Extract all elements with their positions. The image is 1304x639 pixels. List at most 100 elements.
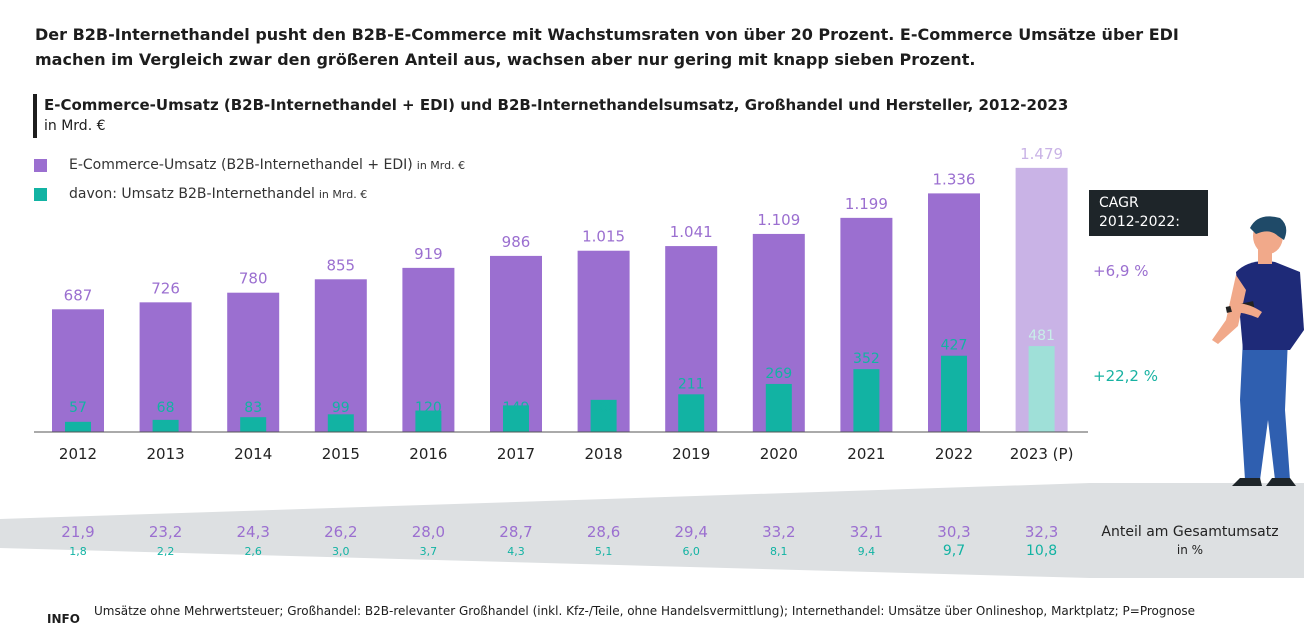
- legend-label-ecommerce: E-Commerce-Umsatz (B2B-Internethandel + …: [69, 157, 413, 173]
- person-shoe-right: [1266, 478, 1296, 486]
- person-shirt: [1236, 261, 1304, 350]
- bar-internet: [327, 414, 354, 432]
- bar-internet: [152, 419, 179, 432]
- x-tick-label: 2014: [234, 445, 272, 463]
- info-tag: INFO: [47, 612, 80, 626]
- label-ecommerce: 1.041: [670, 223, 713, 241]
- share-ecommerce: 21,9: [61, 523, 94, 541]
- label-ecommerce: 1.109: [757, 211, 800, 229]
- share-ecommerce: 33,2: [762, 523, 795, 541]
- share-band: [0, 483, 1304, 578]
- x-tick-label: 2013: [147, 445, 185, 463]
- share-label: Anteil am Gesamtumsatz: [1101, 524, 1279, 540]
- share-ecommerce: 23,2: [149, 523, 182, 541]
- share-ecommerce: 32,1: [850, 523, 883, 541]
- legend-unit-internet: in Mrd. €: [318, 187, 368, 201]
- bar-ecommerce: [490, 255, 542, 432]
- headline: Der B2B-Internethandel pusht den B2B-E-C…: [35, 25, 1179, 69]
- label-internet: 149: [503, 400, 530, 416]
- bar-internet: [240, 417, 267, 432]
- cagr-ecommerce: +6,9 %: [1093, 262, 1149, 280]
- bar-internet: [65, 421, 91, 432]
- title-accent-bar: [33, 94, 37, 138]
- label-internet: 99: [332, 400, 350, 416]
- bar-ecommerce: [314, 279, 367, 432]
- label-ecommerce: 1.015: [582, 228, 625, 246]
- share-ecommerce: 28,6: [587, 523, 620, 541]
- person-legs: [1240, 338, 1290, 480]
- label-ecommerce: 726: [151, 279, 180, 297]
- legend-unit-ecommerce: in Mrd. €: [416, 158, 466, 172]
- x-tick-label: 2016: [409, 445, 447, 463]
- cagr-internet: +22,2 %: [1093, 367, 1158, 385]
- bar-internet: [590, 399, 617, 432]
- x-tick-label: 2021: [847, 445, 885, 463]
- chart-subtitle: in Mrd. €: [44, 118, 106, 134]
- label-internet: 427: [941, 338, 968, 354]
- info-text: Umsätze ohne Mehrwertsteuer; Großhandel:…: [94, 604, 1196, 618]
- share-ecommerce: 32,3: [1025, 523, 1058, 541]
- share-unit: in %: [1176, 543, 1204, 557]
- share-ecommerce: 26,2: [324, 523, 357, 541]
- cagr-box: CAGR 2012-2022:: [1089, 190, 1208, 236]
- bar-internet: [415, 410, 442, 432]
- legend-swatch-ecommerce: [34, 158, 47, 172]
- person-illustration: [1212, 216, 1304, 486]
- label-internet: 83: [244, 400, 262, 416]
- x-tick-label: 2018: [585, 445, 623, 463]
- share-internet: 6,0: [682, 545, 700, 558]
- share-internet: 2,6: [244, 545, 262, 558]
- legend-item-internet: davon: Umsatz B2B-Internethandel in Mrd.…: [34, 186, 367, 202]
- x-tick-label: 2022: [935, 445, 973, 463]
- label-ecommerce: 1.336: [933, 170, 976, 188]
- x-tick-label: 2023 (P): [1010, 445, 1074, 463]
- label-internet: 180: [590, 400, 617, 416]
- label-internet: 269: [765, 366, 792, 382]
- label-internet: 120: [415, 400, 442, 416]
- share-internet: 3,7: [420, 545, 438, 558]
- share-ecommerce: 28,0: [412, 523, 445, 541]
- label-internet: 352: [853, 351, 880, 367]
- share-internet: 9,4: [858, 545, 876, 558]
- label-internet: 68: [157, 400, 175, 416]
- bar-internet: [1028, 346, 1055, 432]
- person-hand: [1230, 303, 1262, 318]
- label-ecommerce: 986: [502, 233, 531, 251]
- legend-item-ecommerce: E-Commerce-Umsatz (B2B-Internethandel + …: [34, 157, 465, 173]
- share-internet: 5,1: [595, 545, 613, 558]
- label-ecommerce: 687: [64, 286, 93, 304]
- x-tick-label: 2015: [322, 445, 360, 463]
- bar-internet: [678, 394, 705, 432]
- share-ecommerce: 24,3: [236, 523, 269, 541]
- share-internet: 4,3: [507, 545, 525, 558]
- label-ecommerce: 1.479: [1020, 145, 1063, 163]
- label-internet: 481: [1028, 328, 1055, 344]
- bar-ecommerce: [52, 309, 104, 432]
- bar-internet: [853, 369, 880, 432]
- bar-ecommerce: [402, 267, 455, 432]
- label-ecommerce: 919: [414, 245, 443, 263]
- bar-ecommerce: [139, 302, 192, 432]
- label-internet: 57: [69, 400, 87, 416]
- chart-title: E-Commerce-Umsatz (B2B-Internethandel + …: [44, 96, 1069, 114]
- label-internet: 211: [678, 376, 705, 392]
- bar-ecommerce: [227, 292, 280, 432]
- share-ecommerce: 30,3: [937, 523, 970, 541]
- share-internet: 10,8: [1026, 543, 1057, 559]
- label-ecommerce: 1.199: [845, 195, 888, 213]
- bar-internet: [503, 405, 529, 432]
- person-hair: [1250, 216, 1287, 240]
- x-tick-label: 2019: [672, 445, 710, 463]
- share-internet: 3,0: [332, 545, 350, 558]
- legend-swatch-internet: [34, 187, 47, 201]
- label-ecommerce: 855: [326, 256, 355, 274]
- share-internet: 8,1: [770, 545, 788, 558]
- share-internet: 2,2: [157, 545, 175, 558]
- x-tick-label: 2012: [59, 445, 97, 463]
- label-ecommerce: 780: [239, 270, 268, 288]
- share-ecommerce: 28,7: [499, 523, 532, 541]
- person-shoe-left: [1232, 478, 1262, 486]
- x-tick-label: 2020: [760, 445, 798, 463]
- share-internet: 9,7: [943, 543, 965, 559]
